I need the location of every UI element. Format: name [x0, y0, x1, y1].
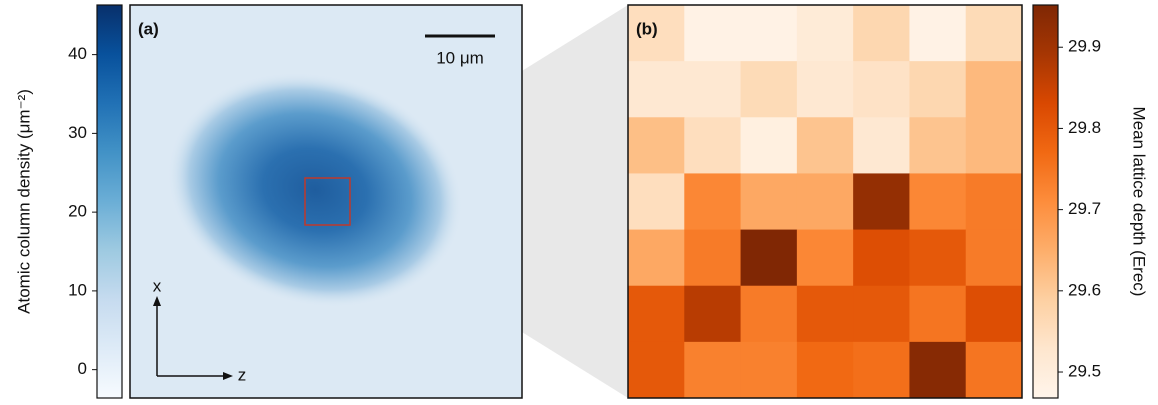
heatmap-cell [797, 286, 854, 343]
heatmap-cell [853, 342, 910, 399]
heatmap-cell [684, 173, 741, 230]
colorbar-label: Atomic column density (μm⁻²) [14, 89, 33, 314]
colorbar-tick-label: 29.5 [1068, 362, 1101, 381]
heatmap-cell [628, 173, 685, 230]
heatmap-cell [628, 286, 685, 343]
heatmap-cell [966, 286, 1023, 343]
colorbar-tick-label: 30 [68, 123, 87, 142]
heatmap-cell [909, 5, 966, 62]
heatmap-cell [684, 117, 741, 174]
page: (a) 10 μm x z 0 10 20 30 40 Atomic column den… [0, 0, 1158, 405]
heatmap-cell [741, 342, 798, 399]
heatmap-cell [628, 117, 685, 174]
colorbar-tick-label: 29.9 [1068, 37, 1101, 56]
heatmap-cell [741, 173, 798, 230]
heatmap-cell [741, 286, 798, 343]
heatmap-cell [684, 5, 741, 62]
heatmap-cell [797, 117, 854, 174]
colorbar-tick-label: 10 [68, 280, 87, 299]
heatmap-cell [741, 230, 798, 287]
heatmap-cell [684, 61, 741, 118]
heatmap-cell [797, 5, 854, 62]
heatmap-cell [684, 230, 741, 287]
heatmap-cell [909, 61, 966, 118]
heatmap-cell [909, 117, 966, 174]
colorbar [1033, 5, 1058, 398]
arrow-label: z [238, 365, 247, 384]
figure: (a) 10 μm x z 0 10 20 30 40 Atomic column den… [0, 0, 1158, 400]
heatmap-cell [797, 173, 854, 230]
heatmap-cell [628, 342, 685, 399]
colorbar [97, 5, 122, 398]
heatmap-cell [797, 342, 854, 399]
heatmap-cell [966, 117, 1023, 174]
heatmap-cell [966, 5, 1023, 62]
colorbar-tick-label: 40 [68, 44, 87, 63]
heatmap-cell [909, 342, 966, 399]
scale-bar-label: 10 μm [436, 48, 484, 67]
heatmap-cell [741, 5, 798, 62]
colorbar-tick-label: 20 [68, 202, 87, 221]
heatmap-cell [966, 230, 1023, 287]
heatmap-cell [853, 173, 910, 230]
colorbar-tick-label: 29.7 [1068, 199, 1101, 218]
heatmap-cell [797, 61, 854, 118]
heatmap-cell [853, 117, 910, 174]
heatmap-cell [909, 173, 966, 230]
heatmap-cell [741, 117, 798, 174]
colorbar-tick-label: 29.6 [1068, 280, 1101, 299]
heatmap-cell [741, 61, 798, 118]
heatmap-cell [966, 173, 1023, 230]
heatmap-cell [853, 286, 910, 343]
heatmap-cell [628, 61, 685, 118]
colorbar-tick-label: 29.8 [1068, 118, 1101, 137]
heatmap-cell [628, 230, 685, 287]
arrow-label: x [153, 276, 162, 295]
heatmap-cell [853, 230, 910, 287]
heatmap-cell [909, 286, 966, 343]
panel-label: (b) [636, 19, 658, 38]
heatmap-cell [797, 230, 854, 287]
heatmap-cell [684, 286, 741, 343]
heatmap-cell [853, 5, 910, 62]
colorbar-label: Mean lattice depth (Erec) [1130, 107, 1149, 297]
colorbar-tick-label: 0 [78, 359, 87, 378]
heatmap-cell [684, 342, 741, 399]
heatmap-cell [966, 342, 1023, 399]
heatmap-cell [909, 230, 966, 287]
heatmap-cell [966, 61, 1023, 118]
heatmap-cell [853, 61, 910, 118]
panel-label: (a) [138, 19, 159, 38]
